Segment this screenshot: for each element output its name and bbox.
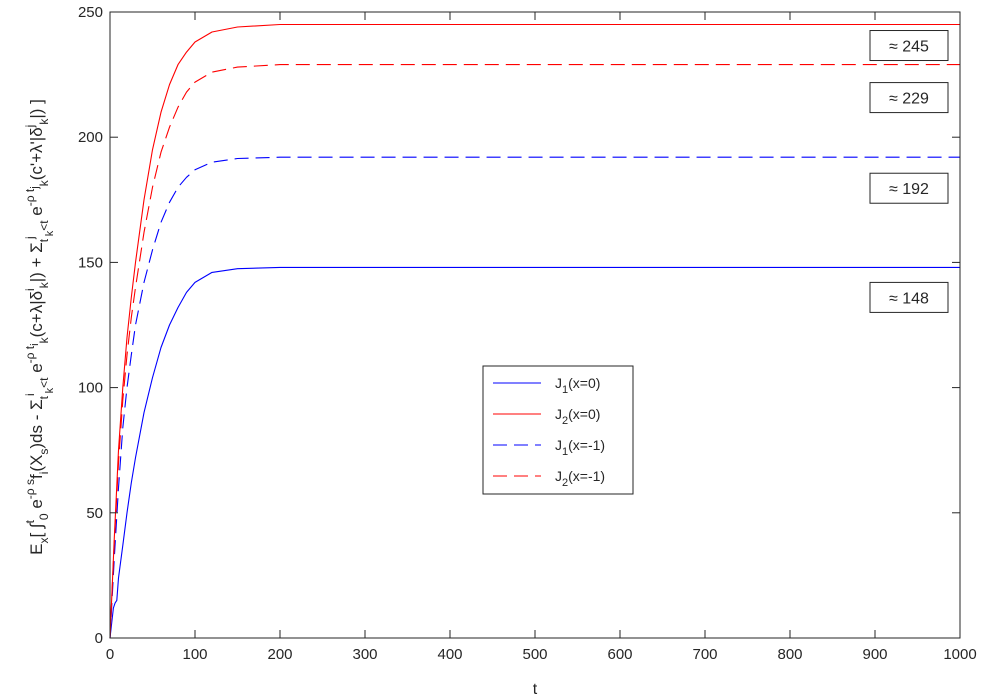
y-tick-label: 50 xyxy=(86,505,103,522)
annotation-frame xyxy=(869,30,949,62)
y-tick-label: 250 xyxy=(78,4,103,21)
y-axis-label-part: -ρ t xyxy=(23,345,37,363)
annotation-text: ≈ 245 xyxy=(889,39,929,56)
y-axis-label-part: e xyxy=(27,363,46,377)
y-axis-label-part: [ xyxy=(27,528,46,537)
y-axis-label-part: (X xyxy=(27,455,46,472)
y-tick-label: 150 xyxy=(78,254,103,271)
x-tick-label: 800 xyxy=(777,646,802,663)
y-axis-label-part: t xyxy=(23,519,37,523)
x-tick-label: 700 xyxy=(692,646,717,663)
annotation-box: ≈ 245 xyxy=(869,30,949,62)
y-axis-label-part: E xyxy=(27,544,46,555)
annotation-text: ≈ 229 xyxy=(889,91,929,108)
y-axis-label-part: |) ] xyxy=(27,99,46,119)
y-axis-label-part: s xyxy=(37,449,51,455)
y-axis-label-part: -ρ t xyxy=(23,188,37,206)
x-axis-label: t xyxy=(533,681,538,698)
x-tick-label: 900 xyxy=(862,646,887,663)
x-tick-label: 100 xyxy=(182,646,207,663)
y-axis-label-part: i xyxy=(23,288,37,291)
x-tick-label: 500 xyxy=(522,646,547,663)
y-axis-label-part: k xyxy=(44,387,56,393)
y-axis-label-part: <t xyxy=(37,377,51,388)
x-tick-label: 400 xyxy=(437,646,462,663)
y-axis-label-part: i xyxy=(23,393,37,396)
y-axis-label-part: 0 xyxy=(37,513,51,520)
legend-label: J1(x=-1) xyxy=(555,437,605,458)
y-axis-label-part: )ds - Σ xyxy=(27,399,46,448)
annotation-box: ≈ 229 xyxy=(869,82,949,114)
y-axis-label-part: |) + Σ xyxy=(27,242,46,282)
plot-lines xyxy=(109,23,960,639)
legend: J1(x=0) J2(x=0) J1(x=-1) J2(x=-1) xyxy=(482,365,634,495)
y-axis-label-part: f xyxy=(27,474,46,479)
x-tick-label: 1000 xyxy=(943,646,976,663)
y-axis-label-part: i xyxy=(37,472,51,475)
y-axis-label-part: t xyxy=(37,238,51,242)
y-axis-label-part: k xyxy=(37,118,51,125)
legend-box xyxy=(482,365,634,495)
series-line-2 xyxy=(109,156,960,639)
y-axis-label-part: -ρ s xyxy=(23,479,37,499)
y-axis-label-part: (c+λ|δ xyxy=(27,291,46,337)
y-tick-label: 200 xyxy=(78,129,103,146)
y-axis-label-part: j xyxy=(23,236,37,240)
y-axis-label-part: t xyxy=(37,395,51,399)
y-axis-label-part: x xyxy=(37,538,51,544)
y-tick-label: 0 xyxy=(95,630,103,647)
y-axis-label: Ex[ ∫t0 e-ρ sfi(Xs)ds - Σtik<t e-ρ tik(c… xyxy=(23,99,56,555)
series-line-0 xyxy=(109,266,960,639)
annotation-text: ≈ 192 xyxy=(889,181,929,198)
annotation-box: ≈ 148 xyxy=(869,281,949,313)
y-axis-label-part: <t xyxy=(37,220,51,231)
y-axis-label-part: j xyxy=(23,125,37,129)
annotation-text: ≈ 148 xyxy=(889,290,929,307)
axis-ticks: 0 100 200 300 400 500 600 700 800 900 1000 0 50 100 15… xyxy=(78,4,977,663)
annotation-frame xyxy=(869,172,949,204)
y-axis-label-part: e xyxy=(27,499,46,513)
y-tick-label: 100 xyxy=(78,380,103,397)
y-axis-label-part: k xyxy=(37,336,51,343)
legend-label: J2(x=0) xyxy=(555,406,600,427)
y-axis-label-part: k xyxy=(37,281,51,288)
annotation-box: ≈ 192 xyxy=(869,172,949,204)
y-axis-label-part: k xyxy=(44,230,56,236)
value-annotations: ≈ 245 ≈ 229 ≈ 192 ≈ 148 xyxy=(869,30,949,313)
legend-label: J1(x=0) xyxy=(555,375,600,396)
x-tick-label: 300 xyxy=(352,646,377,663)
y-axis-label-part: ∫ xyxy=(27,522,46,529)
y-axis-label-part: j xyxy=(29,186,41,189)
x-tick-label: 0 xyxy=(106,646,114,663)
annotation-frame xyxy=(869,82,949,114)
y-axis-label-part: (c'+λ'|δ xyxy=(27,127,46,180)
y-axis-label-part: i xyxy=(29,343,41,345)
y-axis-label-part: k xyxy=(37,179,51,186)
y-axis-label-part: e xyxy=(27,206,46,220)
legend-label: J2(x=-1) xyxy=(555,468,605,489)
x-tick-label: 200 xyxy=(267,646,292,663)
annotation-frame xyxy=(869,281,949,313)
x-tick-label: 600 xyxy=(607,646,632,663)
series-line-1 xyxy=(109,23,960,639)
